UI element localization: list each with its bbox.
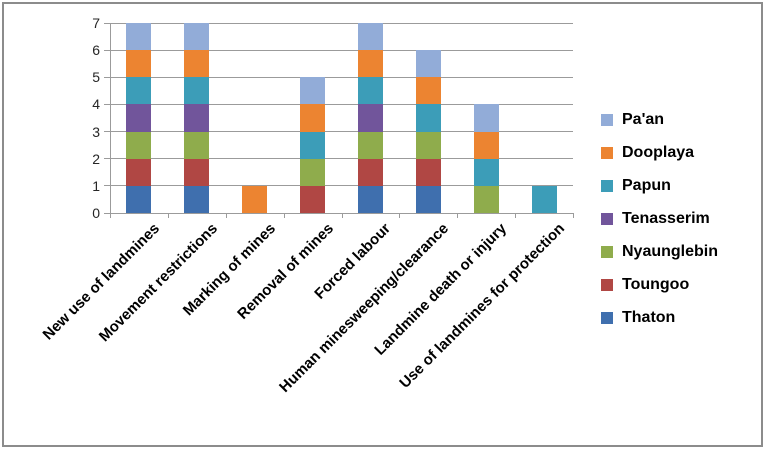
legend-swatch-icon — [601, 245, 613, 258]
y-tick-label: 6 — [92, 42, 100, 59]
bar-segment-tenasserim — [357, 104, 383, 132]
bar-segment-papun — [300, 131, 326, 159]
y-axis-tick — [104, 158, 110, 160]
bar-segment-pa-an — [126, 23, 152, 51]
legend-swatch-icon — [601, 146, 613, 159]
bar-segment-papun — [126, 77, 152, 105]
bar-segment-dooplaya — [415, 77, 441, 105]
bar-segment-dooplaya — [184, 50, 210, 78]
legend-label: Tenasserim — [622, 210, 710, 227]
y-tick-label: 1 — [92, 177, 100, 194]
y-tick-label: 3 — [92, 123, 100, 140]
bar-segment-nyaunglebin — [126, 131, 152, 159]
y-tick-label: 4 — [92, 96, 100, 113]
gridline — [110, 103, 573, 105]
legend-item: Thaton — [601, 308, 718, 327]
y-tick-label: 0 — [92, 205, 100, 221]
bar-segment-thaton — [126, 185, 152, 213]
legend-label: Nyaunglebin — [622, 243, 719, 260]
bar-segment-nyaunglebin — [415, 131, 441, 159]
y-axis-tick — [104, 76, 110, 78]
bar-segment-nyaunglebin — [357, 131, 383, 159]
bar-segment-dooplaya — [300, 104, 326, 132]
bar-segment-dooplaya — [242, 185, 268, 213]
legend-swatch-icon — [601, 179, 613, 192]
legend-swatch-icon — [601, 278, 613, 291]
legend-swatch-icon — [601, 212, 613, 225]
gridline — [110, 131, 573, 133]
bar-segment-dooplaya — [357, 50, 383, 78]
legend-swatch-icon — [601, 311, 613, 324]
legend-item: Toungoo — [601, 275, 718, 294]
legend: Pa'an Dooplaya Papun Tenasserim Nyaunglebin T… — [601, 110, 718, 341]
bar-segment-dooplaya — [126, 50, 152, 78]
y-axis-tick — [104, 212, 110, 214]
y-tick-label: 2 — [92, 150, 100, 167]
x-axis-tick — [457, 213, 459, 218]
gridline — [110, 158, 573, 160]
gridline — [110, 185, 573, 187]
bar-segment-tenasserim — [184, 104, 210, 132]
bar-segment-tenasserim — [126, 104, 152, 132]
gridline — [110, 22, 573, 24]
legend-item: Dooplaya — [601, 143, 718, 162]
legend-item: Nyaunglebin — [601, 242, 718, 261]
y-axis-tick — [104, 22, 110, 24]
y-axis-tick — [104, 103, 110, 105]
legend-item: Papun — [601, 176, 718, 195]
legend-swatch-icon — [601, 113, 613, 126]
x-axis-tick — [283, 213, 285, 218]
bar-segment-toungoo — [415, 158, 441, 186]
legend-label: Papun — [622, 177, 671, 194]
bar-segment-papun — [473, 158, 499, 186]
legend-item: Pa'an — [601, 110, 718, 129]
x-axis-tick — [341, 213, 343, 218]
x-axis-tick — [167, 213, 169, 218]
gridline — [110, 76, 573, 78]
bar-segment-papun — [415, 104, 441, 132]
bar-segment-pa-an — [184, 23, 210, 51]
bar-segment-thaton — [184, 185, 210, 213]
legend-label: Toungoo — [622, 276, 690, 293]
bar-segment-papun — [184, 77, 210, 105]
bar-segment-dooplaya — [473, 131, 499, 159]
x-axis-tick — [225, 213, 227, 218]
y-axis-line — [110, 23, 111, 213]
y-axis-tick — [104, 185, 110, 187]
x-axis-tick — [573, 213, 574, 218]
y-axis-tick — [104, 49, 110, 51]
gridline — [110, 49, 573, 51]
legend-item: Tenasserim — [601, 209, 718, 228]
bar-segment-toungoo — [184, 158, 210, 186]
x-axis-tick — [399, 213, 401, 218]
bar-segment-papun — [357, 77, 383, 105]
legend-label: Thaton — [622, 309, 676, 326]
bar-segment-thaton — [415, 185, 441, 213]
legend-label: Dooplaya — [622, 144, 695, 161]
bar-segment-pa-an — [300, 77, 326, 105]
bar-segment-toungoo — [300, 185, 326, 213]
bar-segment-toungoo — [126, 158, 152, 186]
y-tick-label: 5 — [92, 69, 100, 86]
y-tick-label: 7 — [92, 15, 100, 31]
bar-segment-nyaunglebin — [300, 158, 326, 186]
bar-segment-papun — [531, 185, 557, 213]
x-axis-tick — [515, 213, 517, 218]
bar-segment-pa-an — [415, 50, 441, 78]
bar-segment-toungoo — [357, 158, 383, 186]
y-axis-tick — [104, 131, 110, 133]
bar-segment-nyaunglebin — [184, 131, 210, 159]
x-axis-tick — [110, 213, 111, 218]
bar-segment-pa-an — [357, 23, 383, 51]
bar-segment-thaton — [357, 185, 383, 213]
bar-segment-nyaunglebin — [473, 185, 499, 213]
legend-label: Pa'an — [622, 111, 665, 128]
bar-segment-pa-an — [473, 104, 499, 132]
